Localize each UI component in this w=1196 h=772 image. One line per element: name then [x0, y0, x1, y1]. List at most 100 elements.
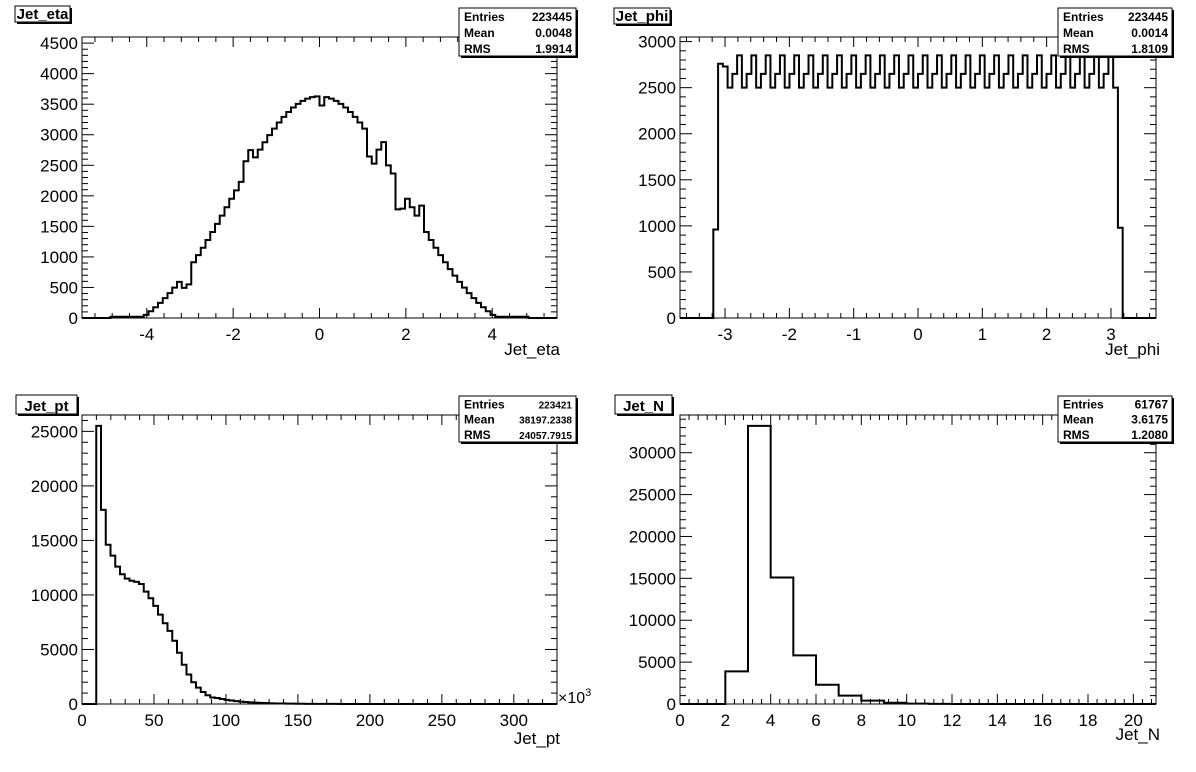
plot-frame	[81, 36, 558, 319]
x-tick-label: 0	[77, 711, 86, 730]
stats-entries-label: Entries	[1063, 10, 1104, 24]
histogram-pad-jet-phi: -3 -2 -1 0 1 2 3 0 500 1000 1500 2000 2500 3000 Jet_ph…	[613, 7, 1174, 359]
x-tick-label: 200	[356, 711, 384, 730]
histogram-title: Jet_pt	[24, 398, 68, 415]
stats-entries-label: Entries	[464, 397, 505, 411]
y-tick-label: 500	[648, 263, 676, 282]
title-box	[15, 394, 78, 415]
title-box	[614, 394, 673, 415]
x-tick-label: 150	[284, 711, 312, 730]
y-tick-label: 2000	[40, 187, 78, 206]
x-axis-label: Jet_phi	[1105, 340, 1160, 359]
x-tick-label: 300	[500, 711, 528, 730]
y-tick-label: 0	[69, 695, 78, 714]
stats-mean-label: Mean	[1063, 413, 1094, 427]
stats-entries-label: Entries	[1063, 397, 1104, 411]
x-tick-label: 0	[315, 325, 324, 344]
stats-box	[1057, 7, 1173, 57]
y-tick-label: 5000	[638, 653, 676, 672]
x-tick-label: -2	[226, 325, 241, 344]
x-axis-multiplier: ×103	[558, 687, 591, 707]
stats-entries-value: 223445	[1128, 10, 1168, 24]
histogram-line	[82, 424, 557, 705]
x-tick-label: 100	[212, 711, 240, 730]
stats-rms-label: RMS	[464, 42, 491, 56]
y-tick-label: 20000	[629, 527, 676, 546]
stats-mean-label: Mean	[464, 413, 495, 427]
x-axis-multiplier-base: ×10	[558, 690, 585, 707]
histogram-pad-jet-pt: 0 50 100 150 200 250 300 0 5000 10000 15000 20000 25…	[15, 394, 591, 748]
stats-rms-label: RMS	[464, 428, 491, 442]
y-tick-label: 10000	[31, 586, 78, 605]
y-tick-label: 25000	[629, 486, 676, 505]
y-tick-label: 0	[667, 309, 676, 328]
stats-entries-value: 223421	[539, 400, 573, 411]
x-tick-label: 8	[857, 711, 866, 730]
y-tick-label: 4000	[40, 65, 78, 84]
y-tick-label: 500	[50, 278, 78, 297]
x-tick-label: -1	[846, 325, 861, 344]
histogram-line	[680, 54, 1156, 319]
x-tick-label: 14	[988, 711, 1007, 730]
histogram-pad-jet-eta: -4 -2 0 2 4 0 500 1000 1500 2000 2500 3000 3500 4000 4…	[14, 5, 578, 359]
y-tick-label: 20000	[31, 477, 78, 496]
x-tick-label: 16	[1033, 711, 1052, 730]
histogram-title: Jet_N	[623, 398, 664, 415]
x-tick-label: 6	[811, 711, 820, 730]
y-tick-label: 3000	[40, 126, 78, 145]
title-box	[613, 7, 671, 25]
y-tick-label: 10000	[629, 611, 676, 630]
y-tick-label: 5000	[40, 640, 78, 659]
x-tick-label: 2	[1042, 325, 1051, 344]
y-tick-label: 3000	[638, 33, 676, 52]
y-tick-label: 2500	[40, 156, 78, 175]
y-tick-label: 0	[667, 695, 676, 714]
x-tick-label: -3	[717, 325, 732, 344]
x-tick-label: 4	[487, 325, 496, 344]
y-tick-label: 1000	[638, 217, 676, 236]
stats-rms-value: 24057.7915	[519, 431, 572, 442]
x-tick-label: 10	[897, 711, 916, 730]
stats-rms-value: 1.9914	[535, 42, 572, 56]
x-tick-label: 12	[943, 711, 962, 730]
x-tick-label: 4	[766, 711, 775, 730]
histogram-title: Jet_phi	[616, 8, 669, 25]
x-axis-label: Jet_eta	[504, 340, 560, 359]
histogram-line	[680, 424, 1156, 705]
stats-mean-label: Mean	[1063, 26, 1094, 40]
stats-rms-value: 1.8109	[1131, 42, 1168, 56]
stats-mean-value: 3.6175	[1131, 413, 1168, 427]
x-axis-label: Jet_N	[1116, 725, 1160, 744]
y-tick-label: 30000	[629, 444, 676, 463]
y-tick-label: 15000	[31, 531, 78, 550]
stats-mean-value: 0.0014	[1131, 26, 1168, 40]
x-axis-label: Jet_pt	[514, 729, 561, 748]
y-tick-label: 1500	[40, 217, 78, 236]
title-box	[14, 5, 71, 23]
x-tick-label: 2	[401, 325, 410, 344]
x-tick-label: 20	[1124, 711, 1143, 730]
x-tick-label: 0	[675, 711, 684, 730]
x-tick-label: 2	[721, 711, 730, 730]
y-tick-label: 2000	[638, 125, 676, 144]
x-tick-label: 250	[428, 711, 456, 730]
x-tick-label: 0	[913, 325, 922, 344]
y-tick-label: 4500	[40, 34, 78, 53]
x-tick-label: 18	[1079, 711, 1098, 730]
stats-box	[1057, 395, 1173, 443]
stats-entries-label: Entries	[464, 10, 505, 24]
y-tick-label: 25000	[31, 422, 78, 441]
histogram-title: Jet_eta	[17, 6, 69, 23]
y-tick-label: 2500	[638, 79, 676, 98]
stats-mean-label: Mean	[464, 26, 495, 40]
y-tick-label: 3500	[40, 95, 78, 114]
x-tick-label: -2	[782, 325, 797, 344]
stats-rms-value: 1.2080	[1131, 428, 1168, 442]
plot-frame	[81, 414, 558, 705]
x-tick-label: 50	[145, 711, 164, 730]
x-tick-label: 1	[978, 325, 987, 344]
histogram-line	[82, 95, 557, 319]
stats-mean-value: 0.0048	[535, 26, 572, 40]
histogram-pad-jet-n: 0 2 4 6 8 10 12 14 16 18 20 0 5000 10000 15000 20000 250…	[614, 394, 1174, 744]
